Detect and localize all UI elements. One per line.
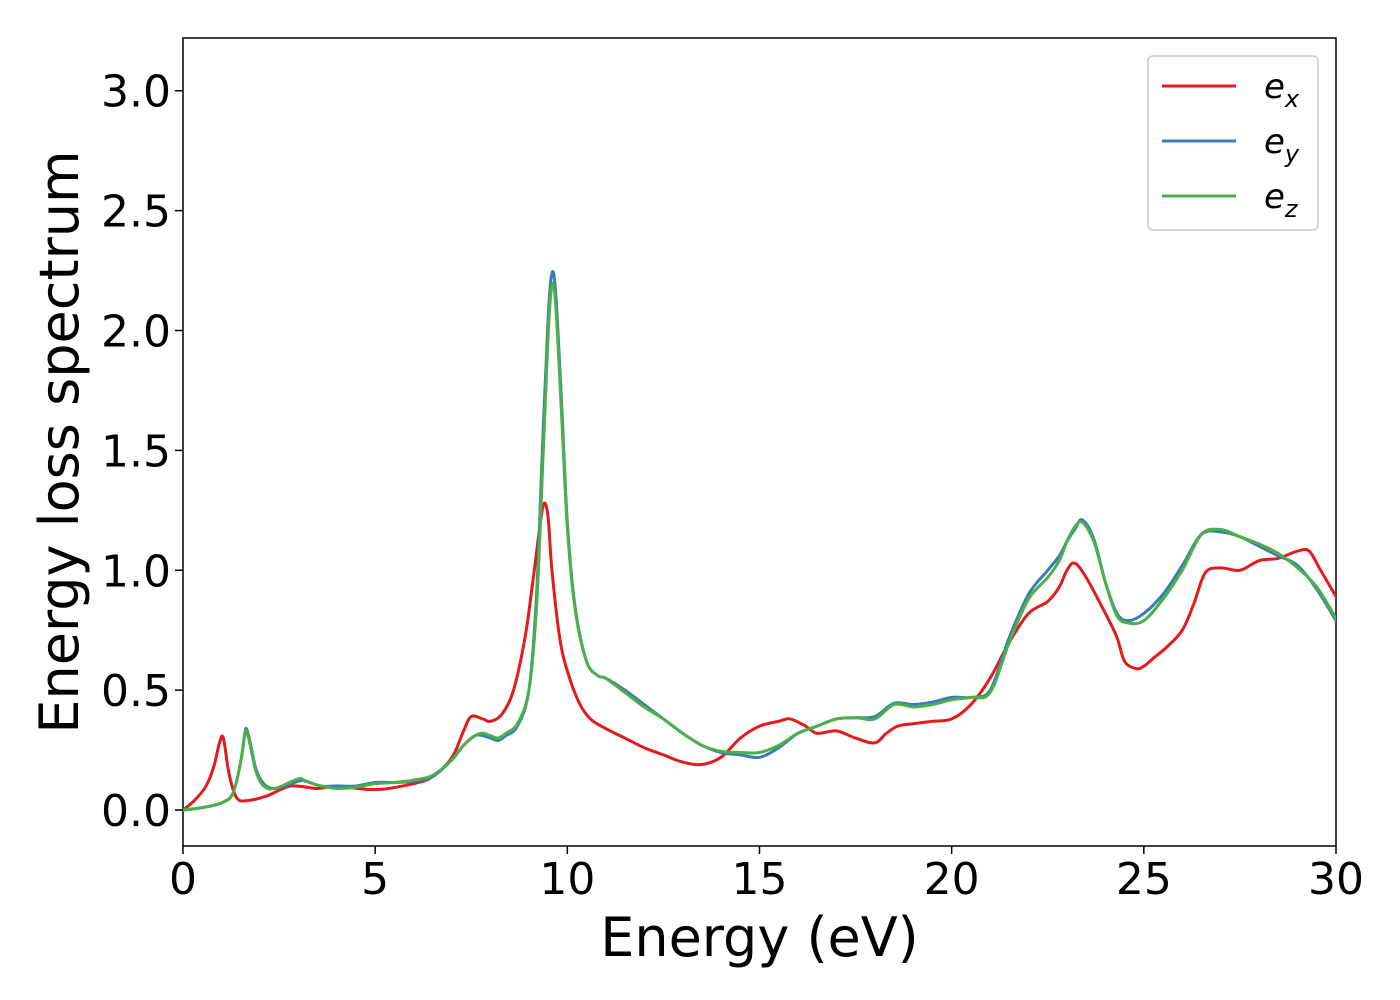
y-tick-label: 2.5: [101, 187, 171, 238]
legend-label-main: e: [1264, 177, 1285, 217]
x-tick-label: 10: [539, 854, 595, 905]
y-tick-label: 2.0: [101, 307, 171, 358]
legend-box: [1147, 55, 1319, 231]
legend-label: ex: [1264, 67, 1300, 113]
series-line-e-x: [183, 501, 1336, 812]
y-tick-label: 1.0: [101, 546, 171, 597]
x-tick-label: 20: [924, 854, 980, 905]
x-tick-label: 5: [361, 854, 389, 905]
series-line-e-z: [183, 281, 1336, 812]
plot-area: 0 5 10 15 20 25 30 0.0 0.5 1.0 1.5 2.0 2.5 3.0: [101, 37, 1364, 905]
y-tick-label: 1.5: [101, 426, 171, 477]
x-tick-label: 30: [1308, 854, 1364, 905]
legend-label: ey: [1264, 122, 1300, 168]
y-tick-label: 0.0: [101, 786, 171, 837]
y-tick-label: 3.0: [101, 67, 171, 118]
legend-label-main: e: [1264, 122, 1285, 162]
legend-label: ez: [1264, 177, 1299, 223]
legend-label-subscript: y: [1284, 140, 1300, 168]
legend-label-main: e: [1264, 67, 1285, 107]
x-axis-label: Energy (eV): [600, 906, 919, 969]
y-axis-label: Energy loss spectrum: [28, 150, 91, 733]
x-tick-label: 25: [1116, 854, 1172, 905]
legend-label-subscript: z: [1284, 195, 1299, 223]
x-tick-label: 15: [732, 854, 788, 905]
x-tick-label: 0: [169, 854, 197, 905]
legend-label-subscript: x: [1284, 85, 1300, 113]
x-axis-ticks: 0 5 10 15 20 25 30: [169, 846, 1364, 905]
y-axis-ticks: 0.0 0.5 1.0 1.5 2.0 2.5 3.0: [101, 67, 183, 837]
series-layer: [183, 270, 1336, 812]
y-tick-label: 0.5: [101, 666, 171, 717]
